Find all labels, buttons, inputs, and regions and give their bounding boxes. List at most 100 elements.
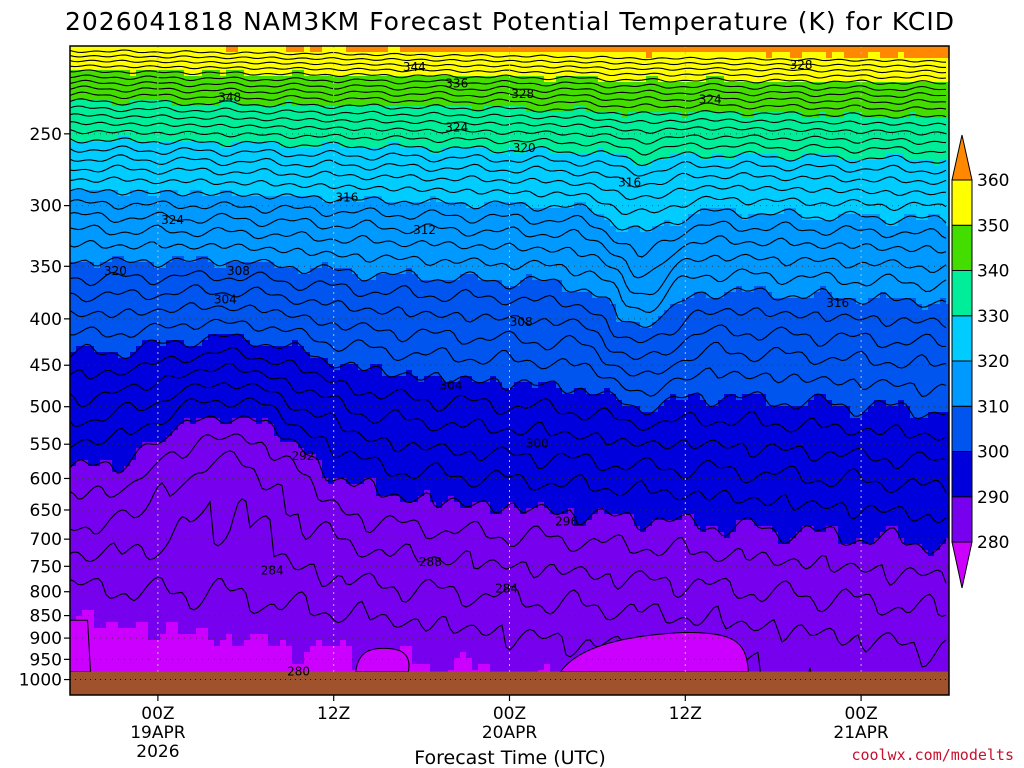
- shade-cell: [190, 436, 197, 443]
- shade-cell: [124, 100, 131, 107]
- shade-cell: [334, 424, 341, 431]
- shade-cell: [124, 94, 131, 101]
- shade-cell: [112, 298, 119, 305]
- shade-cell: [280, 622, 287, 629]
- shade-cell: [322, 136, 329, 143]
- shade-cell: [232, 76, 239, 83]
- shade-cell: [112, 274, 119, 281]
- shade-cell: [328, 322, 335, 329]
- shade-cell: [136, 580, 143, 587]
- shade-cell: [340, 412, 347, 419]
- shade-cell: [76, 178, 83, 185]
- shade-cell: [70, 514, 77, 521]
- shade-cell: [274, 460, 281, 467]
- shade-cell: [286, 454, 293, 461]
- shade-cell: [76, 148, 83, 155]
- shade-cell: [184, 280, 191, 287]
- shade-cell: [136, 550, 143, 557]
- shade-cell: [184, 208, 191, 215]
- shade-cell: [298, 586, 305, 593]
- shade-cell: [280, 352, 287, 359]
- shade-cell: [142, 142, 149, 149]
- shade-cell: [190, 304, 197, 311]
- shade-cell: [82, 244, 89, 251]
- shade-cell: [274, 166, 281, 173]
- shade-cell: [220, 334, 227, 341]
- shade-cell: [160, 472, 167, 479]
- shade-cell: [88, 220, 95, 227]
- shade-cell: [340, 226, 347, 233]
- shade-cell: [70, 334, 77, 341]
- shade-cell: [88, 148, 95, 155]
- shade-cell: [328, 328, 335, 335]
- shade-cell: [340, 520, 347, 527]
- shade-cell: [208, 184, 215, 191]
- shade-cell: [274, 352, 281, 359]
- shade-cell: [178, 652, 185, 659]
- shade-cell: [190, 148, 197, 155]
- shade-cell: [154, 376, 161, 383]
- shade-cell: [148, 352, 155, 359]
- shade-cell: [76, 166, 83, 173]
- shade-cell: [280, 640, 287, 647]
- shade-cell: [112, 526, 119, 533]
- shade-cell: [310, 370, 317, 377]
- shade-cell: [328, 598, 335, 605]
- shade-cell: [220, 658, 227, 665]
- shade-cell: [88, 622, 95, 629]
- shade-cell: [244, 610, 251, 617]
- shade-cell: [70, 538, 77, 545]
- shade-cell: [148, 160, 155, 167]
- shade-cell: [238, 532, 245, 539]
- shade-cell: [88, 580, 95, 587]
- shade-cell: [118, 466, 125, 473]
- shade-cell: [136, 604, 143, 611]
- shade-cell: [280, 586, 287, 593]
- shade-cell: [160, 574, 167, 581]
- shade-cell: [190, 94, 197, 101]
- shade-cell: [76, 280, 83, 287]
- shade-cell: [214, 226, 221, 233]
- shade-cell: [292, 646, 299, 653]
- shade-cell: [118, 106, 125, 113]
- shade-cell: [208, 166, 215, 173]
- shade-cell: [184, 226, 191, 233]
- shade-cell: [106, 556, 113, 563]
- shade-cell: [124, 424, 131, 431]
- shade-cell: [190, 238, 197, 245]
- shade-cell: [202, 46, 209, 53]
- shade-cell: [130, 568, 137, 575]
- shade-cell: [298, 268, 305, 275]
- shade-cell: [166, 448, 173, 455]
- shade-cell: [238, 196, 245, 203]
- shade-cell: [100, 652, 107, 659]
- shade-cell: [70, 592, 77, 599]
- shade-cell: [112, 382, 119, 389]
- shade-cell: [334, 604, 341, 611]
- shade-cell: [160, 328, 167, 335]
- shade-cell: [232, 178, 239, 185]
- shade-cell: [298, 370, 305, 377]
- shade-cell: [310, 640, 317, 647]
- shade-cell: [154, 46, 161, 53]
- shade-cell: [310, 46, 317, 53]
- shade-cell: [106, 370, 113, 377]
- shade-cell: [244, 208, 251, 215]
- shade-cell: [172, 148, 179, 155]
- shade-cell: [226, 298, 233, 305]
- shade-cell: [286, 520, 293, 527]
- shade-cell: [340, 586, 347, 593]
- shade-cell: [94, 664, 101, 671]
- shade-cell: [232, 292, 239, 299]
- shade-cell: [256, 640, 263, 647]
- shade-cell: [124, 622, 131, 629]
- shade-cell: [184, 388, 191, 395]
- shade-cell: [106, 628, 113, 635]
- shade-cell: [172, 400, 179, 407]
- shade-cell: [136, 310, 143, 317]
- shade-cell: [298, 574, 305, 581]
- shade-cell: [268, 316, 275, 323]
- shade-cell: [232, 346, 239, 353]
- shade-cell: [76, 490, 83, 497]
- shade-cell: [106, 586, 113, 593]
